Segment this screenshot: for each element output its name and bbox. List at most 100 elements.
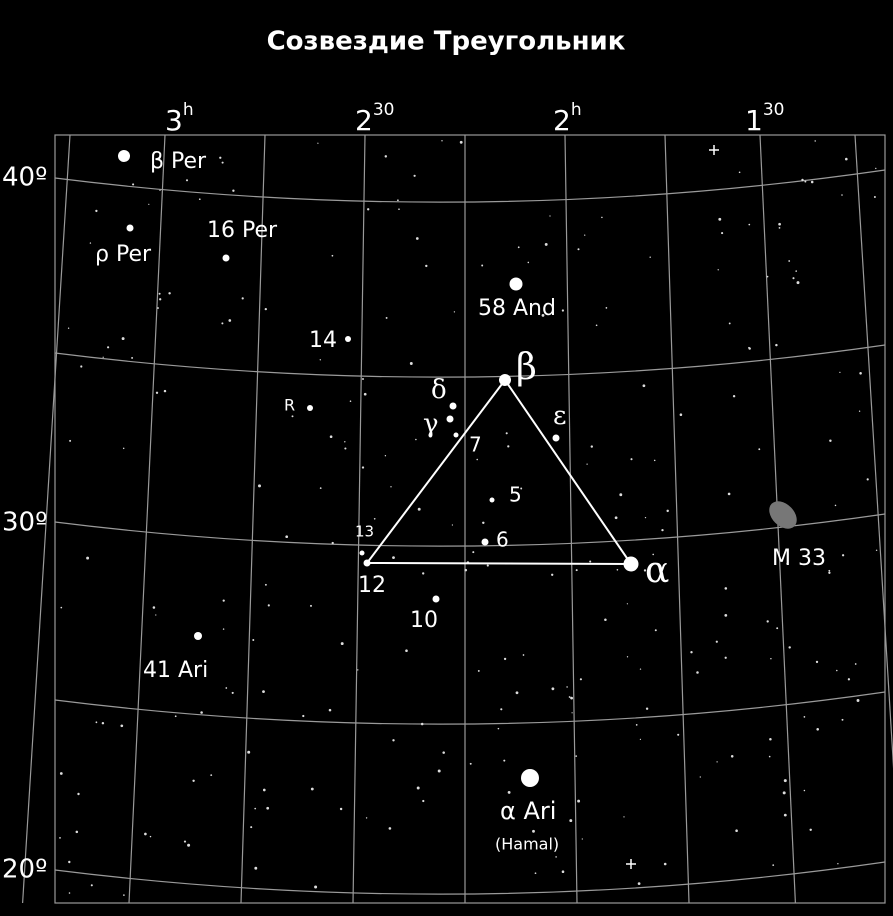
star [432, 595, 440, 603]
field-star [690, 651, 693, 654]
field-star [422, 572, 425, 575]
field-star [581, 838, 583, 840]
coordinate-grid [22, 134, 893, 904]
field-star [644, 516, 647, 519]
field-star [801, 178, 804, 182]
field-star [285, 535, 289, 539]
field-star [228, 319, 232, 322]
ra-unit: h [571, 100, 582, 120]
field-star [417, 507, 421, 511]
star [345, 336, 351, 342]
field-star [331, 254, 334, 257]
field-star [319, 487, 322, 489]
field-star [854, 663, 857, 665]
field-star [210, 774, 213, 776]
field-star [68, 860, 71, 864]
field-star [566, 686, 568, 688]
field-star [778, 227, 781, 229]
field-star [415, 237, 419, 240]
star [489, 497, 495, 503]
field-star [264, 307, 267, 311]
field-star [577, 248, 580, 251]
field-star [384, 155, 388, 158]
field-star [101, 721, 105, 725]
star-label: β [516, 347, 537, 388]
field-star [730, 755, 734, 758]
star-label: 13 [355, 523, 374, 541]
field-star [384, 455, 387, 457]
field-star [291, 415, 294, 418]
field-star [390, 486, 392, 488]
field-star [476, 458, 478, 461]
star [481, 538, 489, 546]
field-star [477, 669, 480, 672]
field-star [157, 307, 159, 309]
field-star [544, 242, 548, 246]
field-star [163, 389, 167, 393]
field-star [534, 872, 537, 875]
field-star [748, 347, 751, 350]
field-star [441, 140, 443, 142]
star [623, 556, 639, 572]
field-star [258, 484, 261, 488]
field-star [405, 649, 408, 652]
field-star [416, 786, 420, 790]
field-star [663, 862, 667, 866]
star [307, 405, 313, 411]
ra-hours: 3 [165, 104, 183, 137]
dec-label: 30º [2, 508, 47, 538]
field-star [362, 378, 364, 380]
sparkle-star [626, 859, 636, 869]
field-star [768, 755, 771, 758]
star-label: α [645, 550, 669, 591]
field-star [758, 448, 761, 451]
field-star [328, 708, 332, 712]
field-star [828, 571, 831, 574]
field-star [397, 199, 399, 202]
field-star [845, 157, 848, 161]
field-star [486, 564, 489, 567]
field-star [577, 799, 581, 803]
field-star [776, 627, 779, 630]
triangle-asterism [364, 378, 633, 566]
right-ascension-line [22, 134, 71, 904]
field-star [250, 826, 253, 829]
star-label: γ [423, 409, 439, 439]
field-star [541, 313, 545, 317]
field-star [858, 410, 861, 412]
field-star [464, 568, 468, 572]
field-star [595, 324, 598, 327]
field-star [344, 441, 346, 443]
field-star [262, 690, 265, 693]
field-star [816, 728, 819, 731]
field-star [778, 222, 781, 226]
field-star [569, 819, 573, 823]
field-star [770, 657, 772, 660]
field-star [185, 179, 189, 182]
field-star [561, 309, 565, 312]
field-star [222, 628, 225, 630]
star-label: 6 [496, 528, 509, 552]
field-star [836, 669, 838, 672]
map-frame [54, 134, 886, 904]
star [552, 434, 560, 442]
field-star [262, 788, 266, 792]
field-star [728, 322, 731, 325]
declination-line [54, 169, 886, 203]
field-star [90, 884, 93, 887]
field-star [555, 856, 557, 858]
field-star [102, 356, 104, 358]
field-star [549, 215, 551, 217]
field-star [132, 183, 135, 186]
star [118, 150, 130, 162]
field-star [232, 189, 235, 192]
field-star [735, 829, 738, 832]
star-label: 58 And [478, 296, 556, 321]
sparkle-star [709, 145, 719, 155]
field-star [482, 521, 485, 525]
field-star [310, 604, 312, 607]
field-star [59, 837, 61, 839]
field-star [570, 696, 573, 700]
star-label: 7 [469, 433, 482, 457]
field-star [721, 232, 724, 235]
